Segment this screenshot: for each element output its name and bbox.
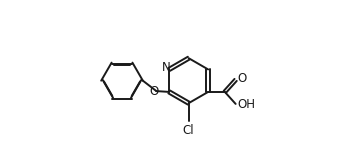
Text: N: N: [162, 61, 171, 74]
Text: O: O: [237, 72, 246, 85]
Text: O: O: [150, 85, 159, 98]
Text: OH: OH: [237, 98, 255, 111]
Text: Cl: Cl: [183, 124, 195, 137]
